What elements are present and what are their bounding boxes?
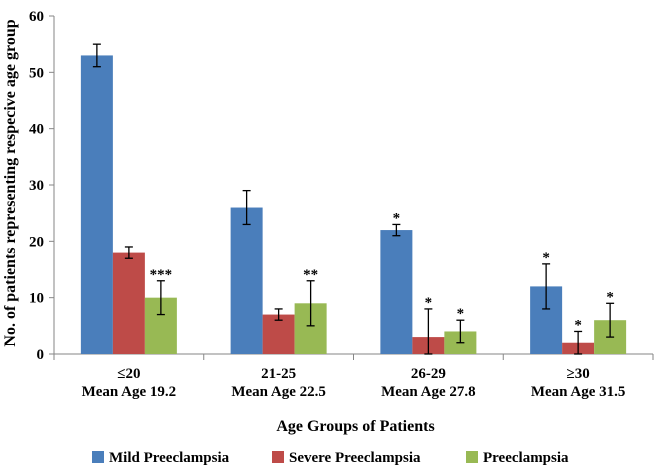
y-tick-label: 0 <box>37 347 45 363</box>
legend-label: Preeclampsia <box>483 450 569 466</box>
x-tick-label-mean-age: Mean Age 27.8 <box>381 384 476 400</box>
x-tick-label: 21-25 <box>261 366 296 382</box>
bar-mild-preeclampsia <box>80 55 113 354</box>
significance-marker: * <box>542 250 550 266</box>
x-tick-label-mean-age: Mean Age 31.5 <box>531 384 626 400</box>
legend-swatch <box>92 451 104 463</box>
bar-severe-preeclampsia <box>262 314 295 354</box>
significance-marker: * <box>457 306 465 322</box>
legend-swatch <box>466 451 478 463</box>
bar-mild-preeclampsia <box>380 230 413 354</box>
bar-severe-preeclampsia <box>112 252 145 354</box>
significance-marker: *** <box>150 267 173 283</box>
y-tick-label: 50 <box>29 65 44 81</box>
significance-marker: ** <box>303 267 318 283</box>
x-tick-label: 26-29 <box>411 366 446 382</box>
y-tick-label: 30 <box>29 178 44 194</box>
legend-label: Mild Preeclampsia <box>109 450 230 466</box>
significance-marker: * <box>574 317 582 333</box>
significance-marker: * <box>393 210 401 226</box>
legend-label: Severe Preeclampsia <box>289 450 421 466</box>
y-tick-label: 40 <box>29 122 44 138</box>
y-tick-label: 60 <box>29 9 44 25</box>
significance-marker: * <box>606 289 614 305</box>
significance-marker: * <box>425 295 433 311</box>
y-tick-label: 10 <box>29 291 44 307</box>
x-tick-label-mean-age: Mean Age 22.5 <box>231 384 326 400</box>
y-axis-title: No. of patients representing respecive a… <box>2 19 19 346</box>
x-tick-label: ≤20 <box>117 366 140 382</box>
y-tick-label: 20 <box>29 234 44 250</box>
x-tick-label-mean-age: Mean Age 19.2 <box>82 384 177 400</box>
legend-swatch <box>272 451 284 463</box>
bar-mild-preeclampsia <box>230 207 263 354</box>
x-tick-label: ≥30 <box>567 366 590 382</box>
x-axis-title: Age Groups of Patients <box>276 418 434 435</box>
